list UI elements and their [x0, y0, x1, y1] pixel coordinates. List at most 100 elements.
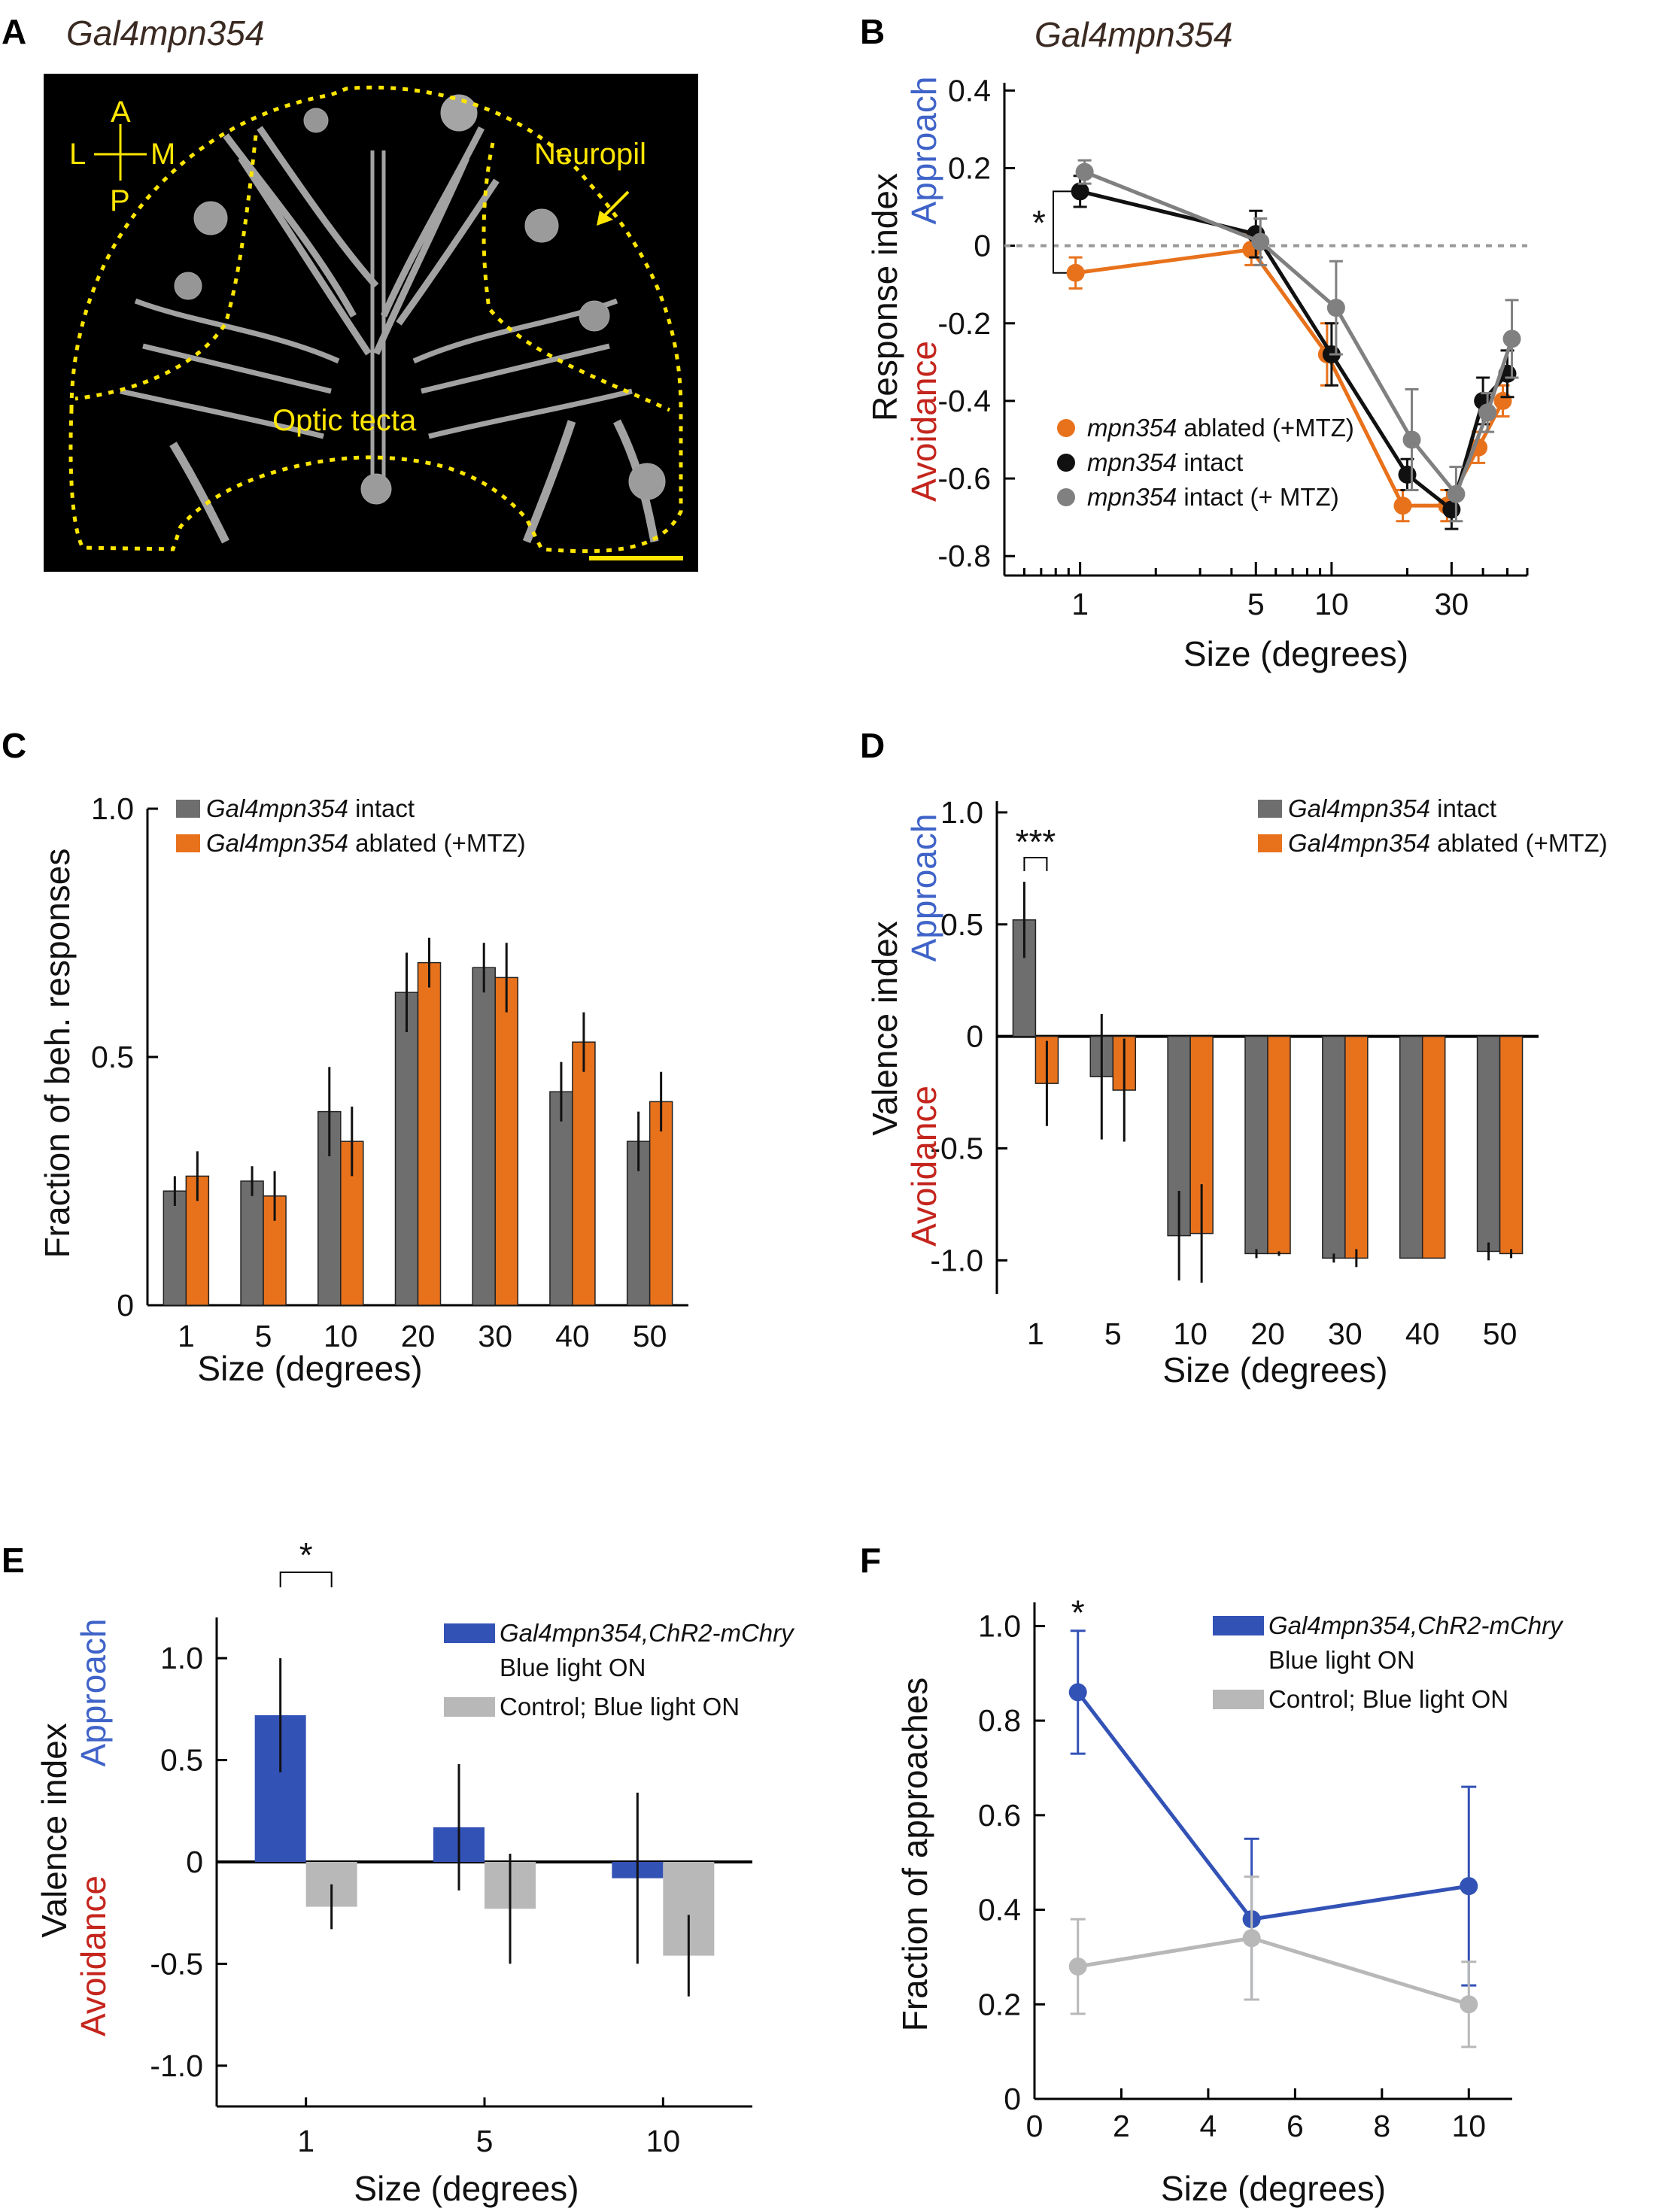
y-tick-label: 0.5 — [160, 1743, 203, 1778]
x-tick-label: 50 — [633, 1319, 667, 1353]
panel-a-title: Gal4mpn354 — [66, 14, 264, 53]
panel-b-title: Gal4mpn354 — [1034, 15, 1232, 54]
bar — [572, 1041, 596, 1306]
legend-entry-1-subtext: Blue light ON — [500, 1654, 646, 1681]
compass-m: M — [150, 138, 175, 171]
data-point — [1493, 391, 1512, 410]
bar — [494, 976, 518, 1306]
y-tick-label: 0.5 — [940, 907, 983, 942]
compass-l: L — [69, 138, 86, 171]
legend-entry-1-text: mpn354 ablated (+MTZ) — [1087, 414, 1354, 442]
data-point — [1460, 1995, 1478, 2014]
y-tick-label: 0 — [186, 1845, 203, 1879]
x-tick-label: 10 — [1173, 1317, 1208, 1351]
series-line-3 — [1083, 170, 1514, 498]
legend-entry-1-swatch — [1213, 1616, 1264, 1635]
data-point — [1447, 484, 1466, 503]
y-tick-label: 0.6 — [978, 1798, 1021, 1833]
y-tick-label: -1.0 — [150, 2049, 203, 2083]
bar — [649, 1101, 673, 1306]
legend-entry-2-text: Gal4mpn354 ablated (+MTZ) — [1288, 829, 1608, 857]
significance-bracket — [279, 1572, 333, 1587]
panel-b: B Gal4mpn354 0.4 0.2 0 -0.2 -0.4 -0.6 -0.8 1 5 10… — [860, 12, 1529, 673]
data-point — [1068, 1683, 1087, 1702]
panel-e-letter: E — [2, 1541, 25, 1580]
significance-marker: * — [1032, 203, 1046, 242]
y-tick-label: -0.6 — [937, 461, 991, 496]
legend-entry-1-swatch — [444, 1623, 495, 1643]
microscopy-texture — [120, 94, 666, 544]
x-tick-label: 50 — [1483, 1317, 1517, 1351]
bar — [1421, 1035, 1446, 1259]
panel-d-letter: D — [860, 726, 885, 765]
x-tick-label: 20 — [401, 1319, 436, 1353]
y-tick-label: 0 — [117, 1288, 134, 1323]
y-tick-label: 1.0 — [160, 1641, 203, 1675]
data-point — [1242, 1929, 1261, 1948]
panel-a: A Gal4mpn354 A L M P Neuropi — [2, 12, 698, 572]
bar — [1244, 1035, 1268, 1255]
data-point — [1478, 403, 1497, 422]
x-tick-label: 10 — [324, 1319, 358, 1353]
x-tick-label: 40 — [555, 1319, 590, 1353]
legend-entry-2-text: Gal4mpn354 ablated (+MTZ) — [206, 829, 526, 857]
legend: Gal4mpn354 intact Gal4mpn354 ablated (+MT… — [1258, 794, 1608, 857]
chart-c: 0 0.5 1.0 1 5 10 20 30 40 50 Size (degrees) Fractio… — [38, 791, 688, 1388]
data-point — [1502, 330, 1521, 348]
x-tick-label: 5 — [255, 1319, 272, 1353]
x-tick-label: 0 — [1026, 2109, 1044, 2143]
y-tick-label: -0.2 — [937, 306, 991, 341]
legend-entry-2-text: Control; Blue light ON — [500, 1693, 740, 1721]
data-point — [1326, 299, 1345, 317]
legend-entry-2-swatch — [444, 1697, 495, 1717]
series-line-1 — [1076, 1690, 1469, 1921]
y-axis-label: Response index — [865, 173, 904, 421]
legend-entry-2-swatch — [1213, 1690, 1264, 1709]
x-tick-label: 20 — [1250, 1317, 1285, 1351]
legend-entry-2-text: Control; Blue light ON — [1268, 1685, 1508, 1713]
legend: Gal4mpn354 intact Gal4mpn354 ablated (+MT… — [176, 794, 526, 857]
y-tick-label: 0 — [974, 229, 991, 263]
legend-entry-1-text: Gal4mpn354,ChR2-mChry — [500, 1619, 795, 1647]
data-point — [1442, 500, 1461, 519]
x-axis-label: Size (degrees) — [1161, 2169, 1386, 2208]
y-tick-label: 0.2 — [978, 1987, 1021, 2021]
x-tick-label: 1 — [297, 2124, 314, 2158]
x-tick-label: 4 — [1200, 2109, 1217, 2143]
bar — [1499, 1035, 1524, 1255]
legend-entry-2-swatch — [176, 834, 200, 852]
significance-marker: *** — [1016, 822, 1056, 861]
x-tick-label: 5 — [1247, 587, 1265, 621]
y-tick-label: 0.4 — [978, 1893, 1021, 1927]
legend-entry-2-text: mpn354 intact — [1087, 448, 1243, 476]
significance-marker: * — [1071, 1593, 1085, 1632]
x-tick-label: 10 — [1451, 2109, 1486, 2143]
y-axis-approach-label: Approach — [904, 814, 943, 962]
y-axis-approach-label: Approach — [904, 77, 943, 225]
panel-d: D 1.0 0.5 0 -0.5 -1.0 1 5 10 20 30 40 50 Size (degre… — [860, 726, 1608, 1389]
significance-bracket — [1053, 190, 1072, 274]
legend-entry-1-swatch — [176, 800, 200, 818]
y-axis-label: Valence index — [35, 1723, 74, 1938]
chart-d: 1.0 0.5 0 -0.5 -1.0 1 5 10 20 30 40 50 Size (degrees… — [865, 794, 1608, 1389]
tectum-outline — [68, 85, 683, 554]
legend-entry-2-swatch — [1258, 834, 1282, 852]
compass-a: A — [111, 96, 131, 129]
y-axis-label: Fraction of beh. responses — [38, 849, 77, 1259]
bar — [163, 1190, 187, 1306]
legend: Gal4mpn354,ChR2-mChry Blue light ON Contro… — [444, 1619, 795, 1721]
y-tick-label: -0.5 — [930, 1131, 983, 1165]
legend-entry-3-marker — [1057, 488, 1075, 506]
bar — [240, 1180, 264, 1306]
chart-e: 1.0 0.5 0 -0.5 -1.0 1 5 10 Size (degrees) Valence… — [35, 1535, 795, 2208]
x-tick-label: 5 — [1104, 1317, 1122, 1351]
x-tick-label: 5 — [476, 2124, 494, 2158]
legend-entry-1-text: Gal4mpn354 intact — [1288, 794, 1496, 822]
y-tick-label: 1.0 — [91, 791, 134, 826]
compass: A L M P — [69, 96, 175, 217]
y-tick-label: 1.0 — [978, 1608, 1021, 1643]
data-point — [1066, 263, 1085, 282]
y-tick-label: -1.0 — [930, 1243, 983, 1277]
x-axis-label: Size (degrees) — [1162, 1350, 1387, 1389]
x-axis-label: Size (degrees) — [354, 2169, 579, 2208]
